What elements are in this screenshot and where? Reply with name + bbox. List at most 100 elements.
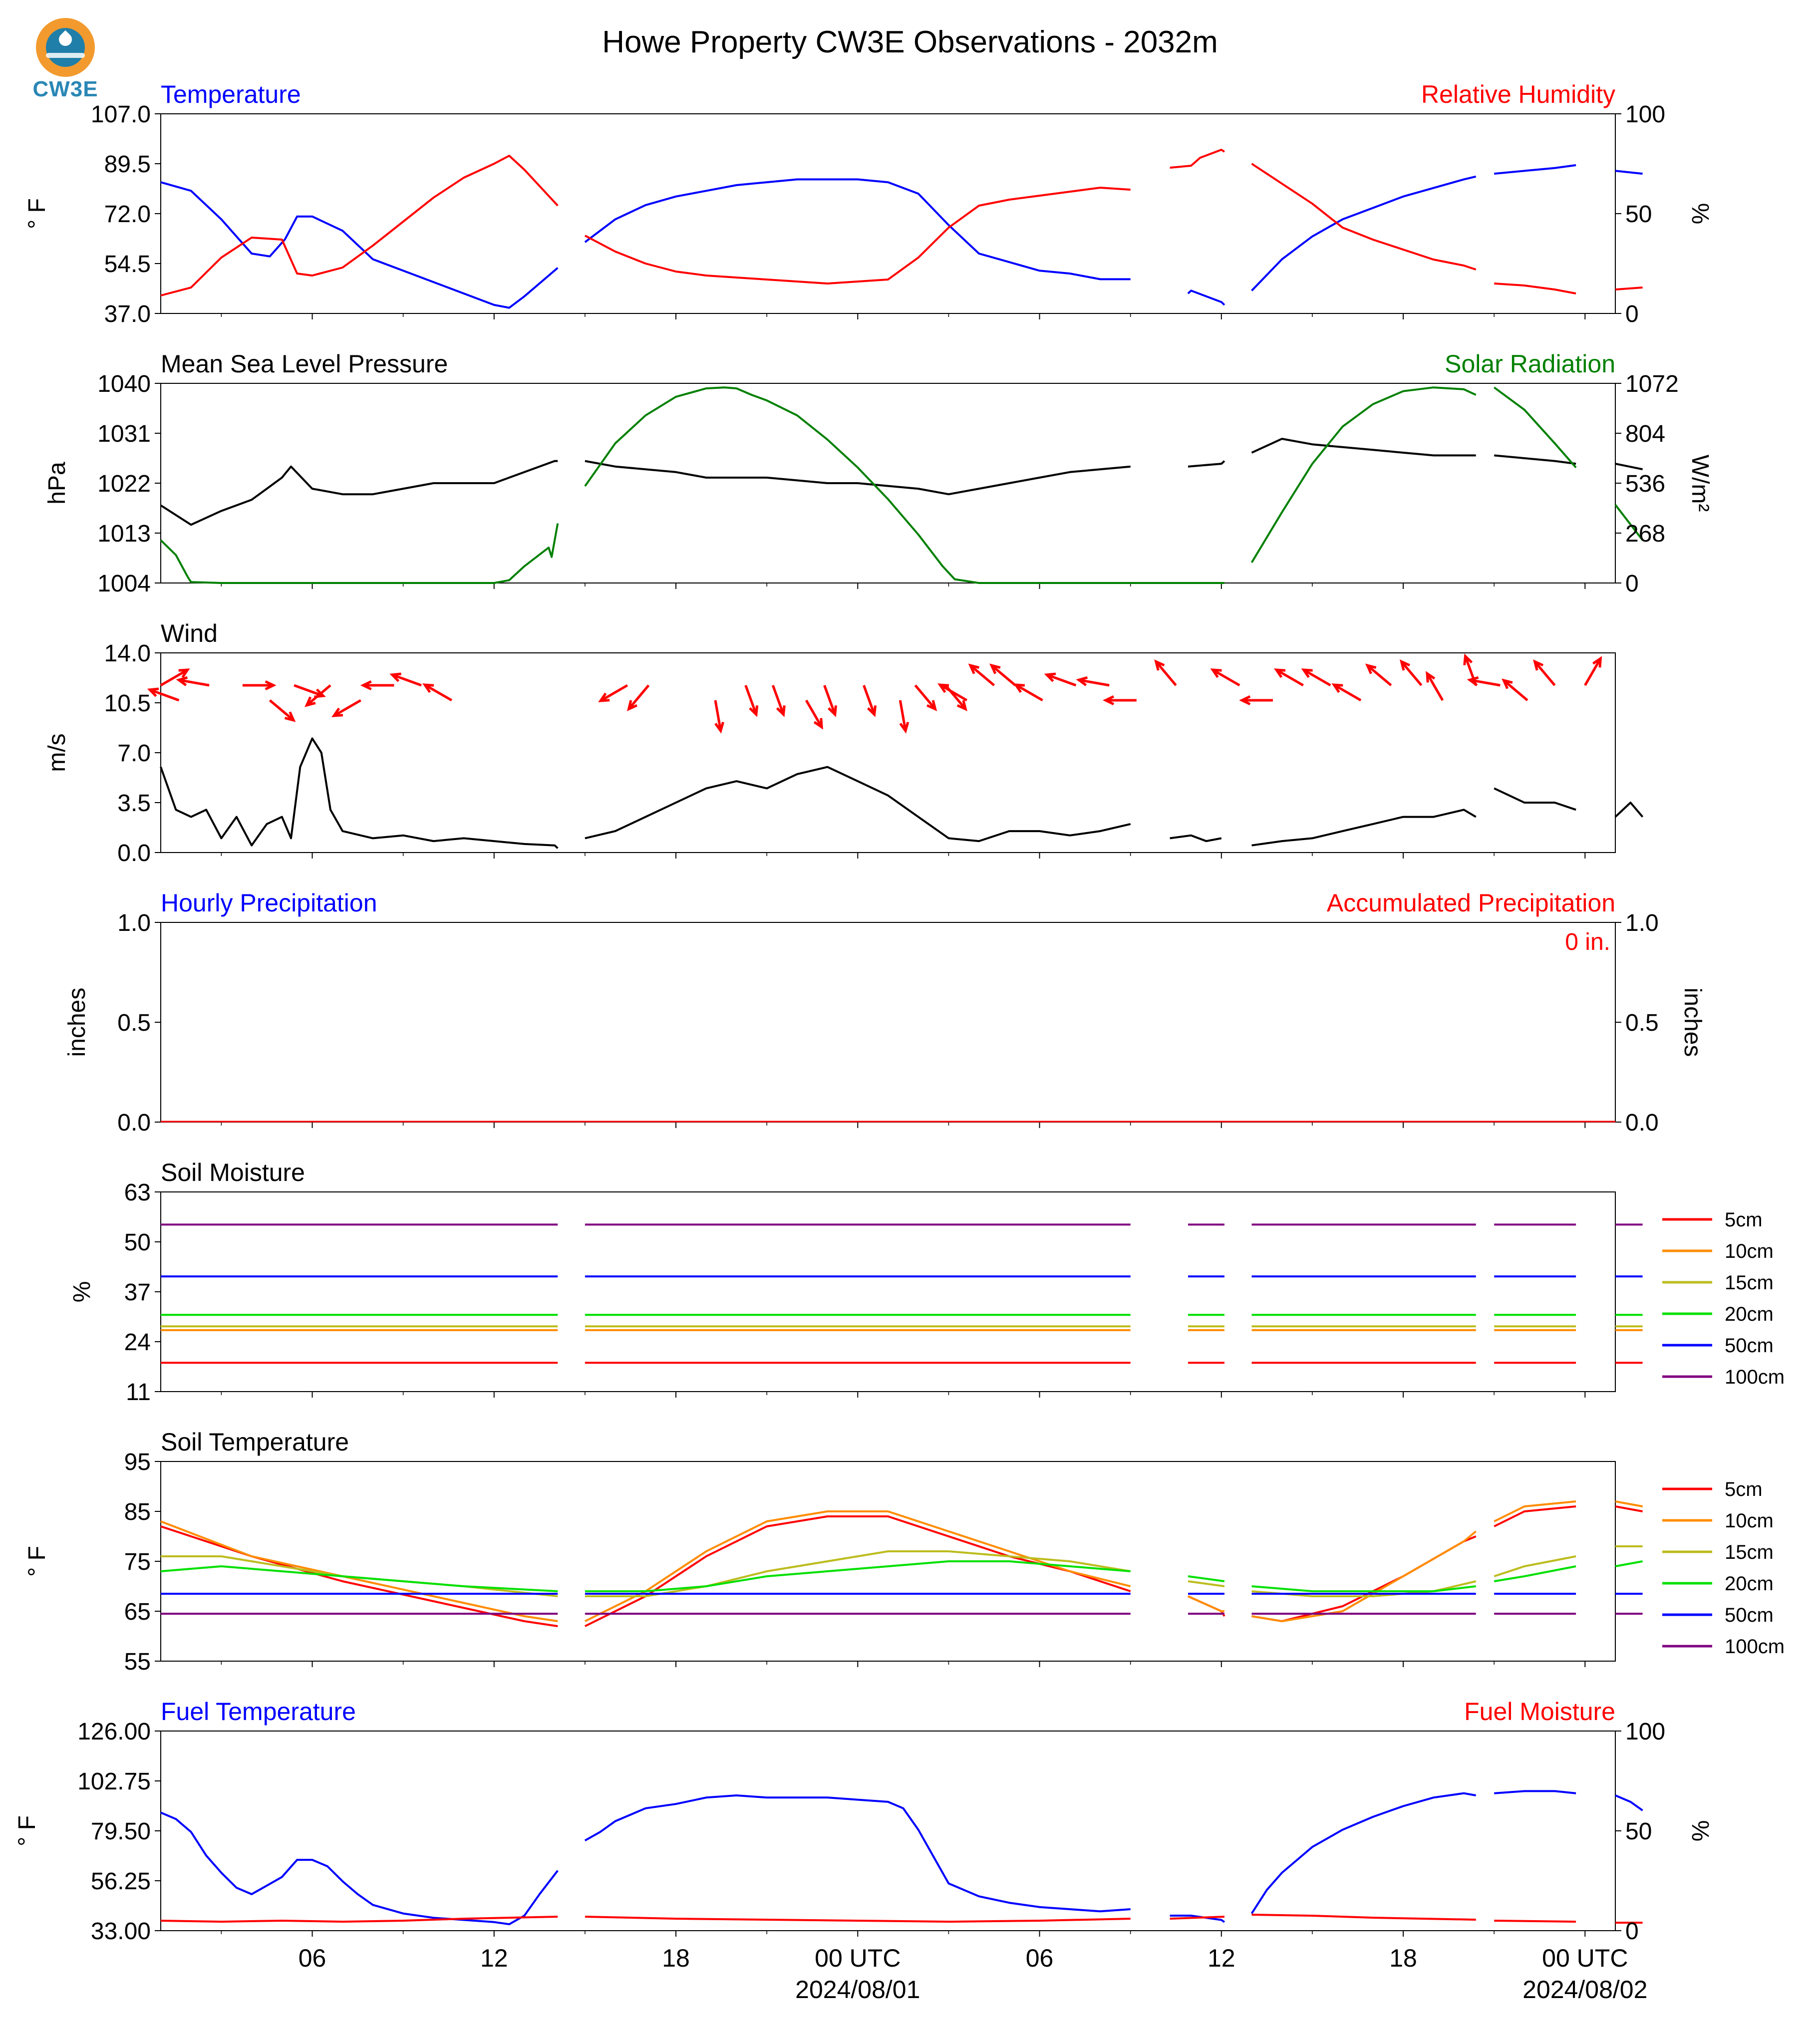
- y-tick-label: 107.0: [91, 101, 151, 128]
- series-line: [585, 460, 1131, 496]
- series-line: [1615, 287, 1643, 290]
- y2-tick-label: 50: [1625, 201, 1652, 228]
- wind-arrow: [937, 683, 968, 702]
- series-line: [1494, 1920, 1576, 1923]
- y-axis-label: m/s: [44, 733, 70, 772]
- series-line-10cm: [1494, 1500, 1576, 1522]
- legend-label: 20cm: [1725, 1573, 1774, 1595]
- series-line: [1615, 1794, 1643, 1811]
- wind-arrow: [360, 680, 394, 691]
- series-line: [1251, 438, 1476, 457]
- y-tick-label: 1.0: [117, 910, 151, 936]
- legend-label: 100cm: [1725, 1636, 1785, 1658]
- x-tick-label: 00 UTC: [815, 1944, 901, 1972]
- series-line: [1250, 386, 1477, 564]
- y-tick-label: 11: [126, 1379, 151, 1406]
- panel-title-left: Hourly Precipitation: [161, 889, 377, 917]
- wind-arrow: [242, 680, 277, 691]
- series-line-15cm: [1494, 1555, 1576, 1577]
- y-tick-label: 65: [124, 1599, 151, 1625]
- wind-arrow: [1044, 672, 1077, 687]
- legend-label: 100cm: [1725, 1366, 1785, 1388]
- wind-arrow: [1301, 668, 1331, 687]
- series-line-5cm: [1494, 1505, 1576, 1527]
- y2-axis-label: W/m²: [1687, 455, 1713, 512]
- series-line: [160, 1916, 558, 1923]
- series-line: [160, 181, 559, 309]
- y2-tick-label: 0.0: [1625, 1110, 1659, 1136]
- x-tick-label: 00 UTC: [1542, 1944, 1628, 1972]
- x-tick-label: 06: [1026, 1944, 1054, 1972]
- x-tick-label: 06: [299, 1944, 326, 1972]
- legend-label: 5cm: [1725, 1478, 1763, 1500]
- panel-title-right: Fuel Moisture: [1464, 1698, 1615, 1726]
- panel-precip: [155, 922, 1621, 1128]
- y-tick-label: 1004: [97, 571, 151, 597]
- series-line: [1187, 290, 1225, 306]
- series-line: [160, 737, 559, 849]
- series-line: [585, 1916, 1131, 1923]
- panel-title-left: Temperature: [161, 80, 301, 108]
- series-line-20cm: [1188, 1575, 1225, 1582]
- series-line: [1250, 1792, 1477, 1914]
- y-tick-label: 1040: [97, 371, 151, 397]
- series-line: [1251, 175, 1477, 291]
- panel-title-right: Solar Radiation: [1445, 350, 1615, 378]
- wind-arrow: [269, 699, 296, 722]
- series-line: [1170, 149, 1225, 169]
- series-line-10cm: [585, 1510, 1131, 1622]
- x-tick-label: 18: [1389, 1944, 1417, 1972]
- panel-title-left: Fuel Temperature: [161, 1698, 356, 1726]
- series-line-15cm: [161, 1555, 558, 1597]
- panel-frame: [160, 1461, 1616, 1662]
- series-line-15cm: [1188, 1580, 1225, 1587]
- accumulated-total-label: 0 in.: [1565, 929, 1610, 955]
- series-line-5cm: [585, 1515, 1131, 1627]
- panel-title-left: Soil Moisture: [161, 1159, 305, 1186]
- series-line: [584, 1794, 1131, 1913]
- wind-arrow: [1076, 676, 1110, 687]
- panel-title-left: Wind: [161, 619, 218, 647]
- y-tick-label: 75: [124, 1549, 151, 1575]
- wind-arrow: [1013, 683, 1043, 702]
- panel-soil_temp: [155, 1461, 1712, 1667]
- series-line-20cm: [585, 1560, 1131, 1592]
- wind-arrow: [389, 672, 422, 687]
- series-line: [584, 187, 1131, 285]
- series-line: [585, 766, 1131, 843]
- y-axis-label: ° F: [24, 198, 50, 229]
- wind-arrow: [1274, 668, 1304, 687]
- y2-axis-label: inches: [1679, 988, 1706, 1057]
- y-tick-label: 1013: [97, 521, 151, 547]
- series-line: [1251, 1914, 1476, 1921]
- panel-title-right: Relative Humidity: [1421, 80, 1615, 108]
- series-line: [584, 178, 1131, 281]
- series-line: [160, 155, 559, 296]
- y-axis-label: inches: [64, 988, 90, 1057]
- panel-title-left: Mean Sea Level Pressure: [161, 350, 448, 378]
- panel-frame: [160, 652, 1616, 853]
- series-line-15cm: [585, 1550, 1131, 1597]
- series-line: [1494, 787, 1576, 811]
- cw3e-logo: CW3E: [31, 18, 100, 103]
- series-line: [160, 460, 558, 526]
- wind-arrow: [1103, 695, 1137, 706]
- wind-arrow: [1365, 663, 1392, 686]
- y2-tick-label: 0: [1625, 301, 1639, 327]
- panel-temp_rh: [155, 113, 1643, 319]
- wave-icon: [46, 53, 85, 58]
- wind-arrow: [1532, 659, 1556, 686]
- wind-arrow: [989, 663, 1016, 686]
- y-tick-label: 10.5: [104, 690, 151, 717]
- y-tick-label: 95: [124, 1449, 151, 1475]
- series-line: [1494, 454, 1576, 465]
- y2-tick-label: 100: [1625, 1719, 1665, 1745]
- series-line-10cm: [1615, 1500, 1643, 1507]
- y2-tick-label: 536: [1625, 471, 1665, 497]
- y-tick-label: 72.0: [104, 201, 151, 228]
- y2-tick-label: 268: [1625, 521, 1665, 547]
- y2-tick-label: 0: [1625, 1918, 1639, 1945]
- series-line: [1188, 460, 1225, 468]
- wind-arrow: [714, 700, 725, 734]
- y-tick-label: 0.0: [117, 1110, 151, 1136]
